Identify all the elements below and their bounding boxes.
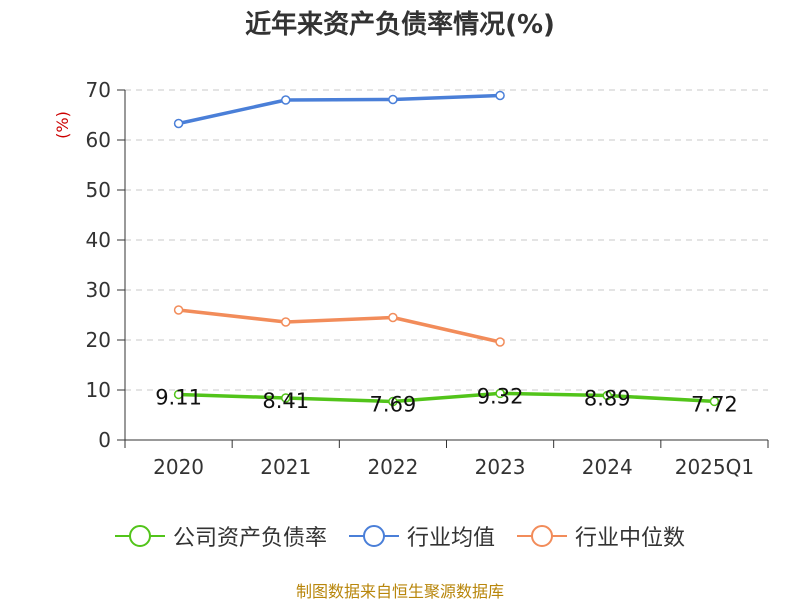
y-tick-label: 10 [86, 378, 111, 402]
y-tick-label: 50 [86, 178, 111, 202]
line-chart: 0 10 20 30 40 50 60 70 (%) 2020 2021 2022 2023 2024 20… [53, 78, 769, 479]
chart-title: 近年来资产负债率情况(%) [245, 10, 555, 40]
y-tick-label: 70 [86, 78, 111, 102]
data-label: 7.69 [370, 393, 417, 417]
legend-label-industry-mean: 行业均值 [406, 526, 495, 551]
data-label: 8.41 [262, 389, 309, 413]
legend-swatch-company-icon [114, 525, 165, 547]
series-industry-median-point [281, 317, 291, 327]
legend: 公司资产负债率 行业均值 行业中位数 [0, 520, 800, 552]
y-tick-label: 20 [86, 328, 111, 352]
y-tick-label: 30 [86, 278, 111, 302]
legend-swatch-industry-mean-icon [348, 525, 399, 547]
series-industry-mean-point [281, 95, 291, 105]
series-industry-median-point [173, 305, 184, 315]
x-tick-label: 2024 [582, 455, 633, 479]
source-note: 制图数据来自恒生聚源数据库 [295, 582, 504, 601]
legend-item-company[interactable]: 公司资产负债率 [114, 520, 327, 552]
x-tick-label: 2022 [367, 455, 418, 479]
series-company-point [388, 396, 398, 407]
data-label: 8.89 [584, 387, 631, 411]
y-axis-label: (%) [53, 111, 72, 139]
y-tick-label: 60 [86, 128, 111, 152]
y-tick-label: 0 [98, 428, 111, 452]
series-company-point [602, 390, 612, 401]
legend-item-industry-median[interactable]: 行业中位数 [517, 520, 685, 552]
x-tick-label: 2023 [475, 455, 526, 479]
legend-label-industry-median: 行业中位数 [575, 526, 686, 551]
series-company-point [281, 393, 291, 403]
series-industry-mean-point [173, 118, 184, 129]
legend-label-company: 公司资产负债率 [172, 526, 327, 551]
series-industry-median-line [178, 308, 501, 344]
data-label: 9.11 [155, 385, 202, 409]
series-company-line [178, 391, 715, 404]
x-tick-label: 2025Q1 [675, 455, 754, 479]
series-industry-mean-point [388, 94, 398, 105]
series-industry-median-point [388, 312, 398, 323]
series-company-point [495, 388, 505, 399]
series-industry-mean-point [495, 90, 505, 101]
series-company-point [709, 396, 720, 407]
data-label: 7.72 [691, 392, 738, 416]
x-tick-label: 2020 [153, 455, 204, 479]
data-label: 9.32 [477, 384, 524, 408]
series-industry-median-point [495, 337, 505, 347]
legend-swatch-industry-median-icon [517, 525, 567, 547]
y-tick-label: 40 [86, 228, 111, 252]
series-company-point [173, 389, 184, 400]
legend-item-industry-mean[interactable]: 行业均值 [348, 520, 495, 552]
series-industry-mean-line [178, 93, 501, 126]
x-tick-label: 2021 [260, 455, 311, 479]
